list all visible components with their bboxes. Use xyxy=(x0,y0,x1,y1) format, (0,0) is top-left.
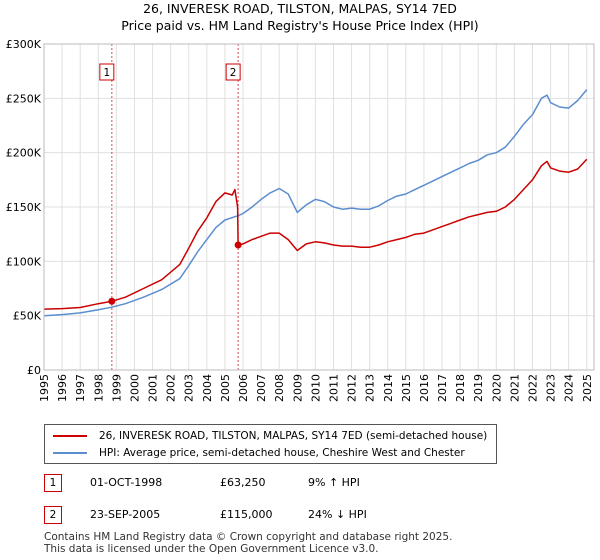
property-line xyxy=(43,158,588,310)
legend-swatch-hpi xyxy=(53,452,87,454)
transaction-row: 2 23-SEP-2005 £115,000 24% ↓ HPI xyxy=(44,506,600,526)
transaction-hpi-diff: 9% ↑ HPI xyxy=(308,476,360,489)
transaction-date: 23-SEP-2005 xyxy=(90,508,161,521)
footer-licence: This data is licensed under the Open Gov… xyxy=(44,543,379,555)
x-tick-label: 2006 xyxy=(237,374,250,402)
chart-title-address: 26, INVERESK ROAD, TILSTON, MALPAS, SY14… xyxy=(143,1,457,16)
x-tick-label: 2011 xyxy=(327,374,340,402)
x-tick-label: 2009 xyxy=(291,374,304,402)
x-tick-label: 1997 xyxy=(74,374,87,402)
transaction-point xyxy=(108,297,116,305)
x-tick-label: 2020 xyxy=(490,374,503,402)
x-tick-label: 2000 xyxy=(128,374,141,402)
x-tick-label: 2025 xyxy=(581,374,594,402)
y-tick-label: £0 xyxy=(27,364,41,377)
legend-item-hpi: HPI: Average price, semi-detached house,… xyxy=(53,445,465,461)
transaction-label-box xyxy=(99,63,115,81)
transaction-price: £63,250 xyxy=(220,476,266,489)
transaction-badge: 1 xyxy=(44,474,62,492)
x-tick-label: 2002 xyxy=(165,374,178,402)
x-tick-label: 2017 xyxy=(436,374,449,402)
plot-frame xyxy=(43,43,595,371)
x-tick-label: 1996 xyxy=(56,374,69,402)
x-tick-label: 2023 xyxy=(545,374,558,402)
x-tick-label: 2005 xyxy=(219,374,232,402)
x-tick-label: 2001 xyxy=(147,374,160,402)
footer-copyright: Contains HM Land Registry data © Crown c… xyxy=(44,531,453,543)
x-tick-label: 2007 xyxy=(255,374,268,402)
y-tick-label: £200K xyxy=(6,147,42,160)
x-tick-label: 2015 xyxy=(400,374,413,402)
x-tick-label: 2019 xyxy=(472,374,485,402)
transaction-date: 01-OCT-1998 xyxy=(90,476,163,489)
transaction-badge: 2 xyxy=(44,506,62,524)
x-tick-label: 2013 xyxy=(364,374,377,402)
hpi-line xyxy=(43,89,588,317)
chart-subtitle: Price paid vs. HM Land Registry's House … xyxy=(121,18,479,33)
x-tick-label: 2012 xyxy=(346,374,359,402)
y-tick-label: £100K xyxy=(6,255,42,268)
legend-label-property: 26, INVERESK ROAD, TILSTON, MALPAS, SY14… xyxy=(99,430,488,442)
transaction-label: 2 xyxy=(230,67,237,79)
transaction-row: 1 01-OCT-1998 £63,250 9% ↑ HPI xyxy=(44,474,600,494)
legend-swatch-property xyxy=(53,435,87,437)
y-tick-label: £50K xyxy=(13,310,42,323)
transaction-point xyxy=(234,241,242,249)
x-tick-label: 2014 xyxy=(382,374,395,402)
x-tick-label: 2022 xyxy=(526,374,539,402)
x-tick-label: 1995 xyxy=(38,374,51,402)
transaction-hpi-diff: 24% ↓ HPI xyxy=(308,508,367,521)
y-tick-label: £150K xyxy=(6,201,42,214)
x-tick-label: 1998 xyxy=(92,374,105,402)
y-tick-label: £300K xyxy=(6,38,42,51)
x-tick-label: 2010 xyxy=(309,374,322,402)
x-tick-label: 2021 xyxy=(508,374,521,402)
x-tick-label: 2016 xyxy=(418,374,431,402)
x-tick-label: 1999 xyxy=(110,374,123,402)
x-tick-label: 2003 xyxy=(183,374,196,402)
price-chart: £0 £50K £100K £150K £200K £250K £300K 1995 1996 1… xyxy=(6,38,595,402)
x-tick-label: 2004 xyxy=(201,374,214,402)
y-tick-label: £250K xyxy=(6,92,42,105)
x-tick-label: 2024 xyxy=(563,374,576,402)
legend-label-hpi: HPI: Average price, semi-detached house,… xyxy=(99,447,465,459)
transaction-label: 1 xyxy=(104,67,111,79)
x-tick-label: 2008 xyxy=(273,374,286,402)
x-tick-label: 2018 xyxy=(454,374,467,402)
transaction-label-box xyxy=(225,63,241,81)
transaction-price: £115,000 xyxy=(220,508,273,521)
legend: 26, INVERESK ROAD, TILSTON, MALPAS, SY14… xyxy=(44,424,497,464)
legend-item-property: 26, INVERESK ROAD, TILSTON, MALPAS, SY14… xyxy=(53,428,487,444)
